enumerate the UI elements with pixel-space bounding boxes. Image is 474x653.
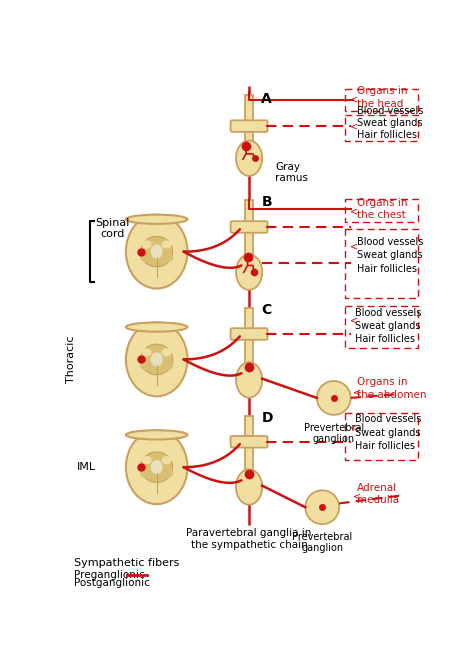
Text: Prevertebral
ganglion: Prevertebral ganglion: [292, 532, 352, 554]
Ellipse shape: [236, 362, 262, 398]
Ellipse shape: [126, 215, 188, 289]
Text: <: <: [350, 422, 358, 432]
Ellipse shape: [141, 344, 173, 375]
Text: <: <: [350, 315, 358, 325]
Polygon shape: [245, 415, 253, 478]
Text: <: <: [350, 206, 358, 217]
Ellipse shape: [140, 361, 151, 370]
Ellipse shape: [162, 348, 172, 357]
Ellipse shape: [151, 460, 163, 474]
Text: Postganglionic: Postganglionic: [74, 579, 150, 588]
Ellipse shape: [162, 456, 172, 464]
Ellipse shape: [126, 430, 188, 504]
Ellipse shape: [151, 353, 163, 366]
Text: <: <: [353, 387, 361, 398]
Ellipse shape: [305, 490, 339, 524]
Ellipse shape: [140, 253, 151, 263]
Ellipse shape: [126, 323, 188, 332]
Text: Prevertebral
ganglion: Prevertebral ganglion: [304, 422, 364, 444]
Ellipse shape: [151, 244, 163, 259]
Text: D: D: [261, 411, 273, 425]
Ellipse shape: [317, 381, 351, 415]
Text: Organs in
the head: Organs in the head: [357, 86, 407, 109]
Text: Organs in
the chest: Organs in the chest: [357, 199, 407, 220]
Text: B: B: [261, 195, 272, 209]
FancyBboxPatch shape: [231, 436, 267, 447]
Text: <: <: [350, 95, 358, 105]
Polygon shape: [245, 200, 253, 263]
Ellipse shape: [142, 240, 152, 249]
Ellipse shape: [236, 470, 262, 505]
Ellipse shape: [142, 348, 152, 357]
Text: Adrenal
medulla: Adrenal medulla: [357, 483, 399, 505]
Polygon shape: [245, 308, 253, 371]
Ellipse shape: [162, 240, 172, 249]
Text: Blood vessels
Sweat glands
Hair follicles: Blood vessels Sweat glands Hair follicle…: [356, 415, 422, 451]
Ellipse shape: [141, 236, 173, 267]
Text: <: <: [350, 121, 358, 131]
Ellipse shape: [162, 469, 173, 478]
Ellipse shape: [236, 255, 262, 290]
Ellipse shape: [162, 253, 173, 263]
Ellipse shape: [126, 215, 188, 224]
Ellipse shape: [142, 456, 152, 464]
Text: <: <: [353, 492, 361, 502]
FancyBboxPatch shape: [231, 328, 267, 340]
Text: <: <: [350, 241, 358, 251]
Ellipse shape: [126, 430, 188, 439]
FancyBboxPatch shape: [231, 221, 267, 232]
Text: Spinal
cord: Spinal cord: [96, 217, 130, 239]
Text: Paravertebral ganglia in
the sympathetic chain: Paravertebral ganglia in the sympathetic…: [186, 528, 312, 550]
Text: Blood vessels
Sweat glands
Hair follicles: Blood vessels Sweat glands Hair follicle…: [356, 308, 422, 345]
Ellipse shape: [236, 140, 262, 176]
Text: IML: IML: [77, 462, 97, 472]
Ellipse shape: [162, 361, 173, 370]
Polygon shape: [245, 95, 253, 149]
Text: Preganglionic: Preganglionic: [74, 570, 145, 580]
FancyBboxPatch shape: [231, 120, 267, 132]
Text: Blood vessels
Sweat glands
Hair follicles: Blood vessels Sweat glands Hair follicle…: [357, 106, 423, 140]
Ellipse shape: [126, 323, 188, 396]
Text: Gray
ramus: Gray ramus: [275, 161, 308, 183]
Text: Sympathetic fibers: Sympathetic fibers: [74, 558, 180, 569]
Text: Blood vessels
Sweat glands
Hair follicles: Blood vessels Sweat glands Hair follicle…: [357, 237, 423, 274]
Text: A: A: [261, 92, 272, 106]
Text: Thoracic: Thoracic: [66, 336, 76, 383]
Ellipse shape: [140, 469, 151, 478]
Text: C: C: [261, 303, 272, 317]
Ellipse shape: [141, 452, 173, 483]
Text: Organs in
the abdomen: Organs in the abdomen: [357, 377, 427, 400]
